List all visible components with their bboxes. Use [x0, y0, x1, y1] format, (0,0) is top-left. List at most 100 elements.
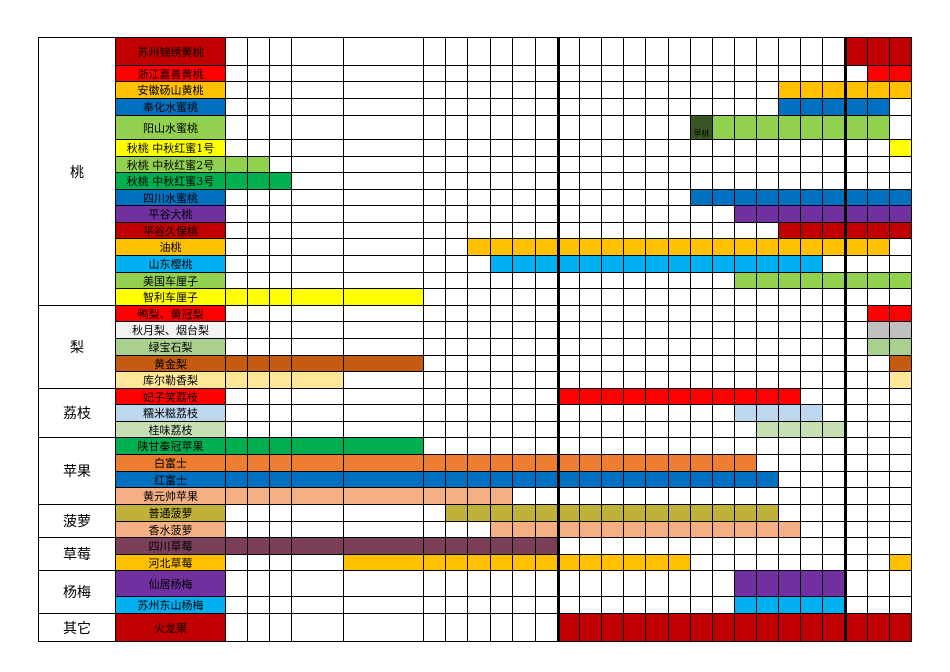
season-cell: [580, 522, 602, 538]
season-cell: [491, 422, 513, 438]
season-cell: [468, 472, 491, 488]
season-cell: [845, 38, 868, 66]
season-cell: [801, 82, 823, 99]
season-cell: [248, 356, 270, 372]
season-cell: [823, 99, 845, 116]
season-cell: [602, 140, 624, 157]
group-label: 其它: [38, 614, 116, 642]
season-cell: [344, 66, 424, 82]
season-cell: [669, 488, 691, 505]
fruit-name: 桂味荔枝: [116, 422, 226, 438]
season-cell: [735, 522, 757, 538]
season-cell: [580, 597, 602, 614]
season-cell: [270, 256, 292, 273]
fruit-name: 仙居杨梅: [116, 571, 226, 597]
season-cell: [344, 538, 424, 555]
season-cell: [424, 538, 446, 555]
season-cell: [292, 571, 344, 597]
season-cell: [580, 505, 602, 522]
fruit-name: 白富士: [116, 455, 226, 472]
season-cell: [513, 239, 536, 256]
season-cell: [226, 322, 248, 339]
season-cell: [845, 614, 868, 642]
season-cell: [669, 472, 691, 488]
season-cell: [890, 422, 912, 438]
season-cell: [890, 173, 912, 190]
season-cell: [823, 322, 845, 339]
season-cell: [248, 438, 270, 455]
season-cell: [691, 190, 713, 206]
season-cell: [424, 571, 446, 597]
season-cell: [735, 273, 757, 289]
group-label: 桃: [38, 38, 116, 306]
season-cell: [646, 614, 669, 642]
season-cell: [446, 206, 468, 223]
season-cell: [890, 389, 912, 405]
season-cell: [580, 438, 602, 455]
season-cell: [344, 614, 424, 642]
season-cell: [468, 223, 491, 239]
season-cell: [270, 38, 292, 66]
season-cell: [292, 223, 344, 239]
season-cell: [424, 223, 446, 239]
season-cell: [691, 99, 713, 116]
season-cell: [890, 322, 912, 339]
season-cell: [424, 306, 446, 322]
season-cell: [602, 190, 624, 206]
season-cell: [602, 422, 624, 438]
season-cell: [646, 116, 669, 140]
season-cell: [558, 306, 580, 322]
season-cell: [602, 306, 624, 322]
season-cell: [779, 38, 801, 66]
season-cell: [624, 38, 646, 66]
season-cell: [270, 239, 292, 256]
season-cell: [226, 239, 248, 256]
season-cell: [344, 488, 424, 505]
season-cell: [868, 522, 890, 538]
season-cell: [446, 99, 468, 116]
season-cell: [624, 66, 646, 82]
season-cell: [468, 157, 491, 173]
season-cell: [270, 389, 292, 405]
season-cell: [646, 488, 669, 505]
season-cell: [446, 389, 468, 405]
season-cell: [536, 522, 558, 538]
season-cell: [491, 356, 513, 372]
season-cell: [801, 455, 823, 472]
season-cell: [602, 571, 624, 597]
season-cell: [713, 372, 735, 389]
season-cell: [292, 614, 344, 642]
season-cell: [669, 522, 691, 538]
season-cell: [424, 389, 446, 405]
season-cell: [713, 173, 735, 190]
season-cell: [446, 116, 468, 140]
season-cell: [868, 422, 890, 438]
season-cell: [669, 99, 691, 116]
fruit-name: 山东樱桃: [116, 256, 226, 273]
season-cell: [691, 472, 713, 488]
season-cell: [270, 289, 292, 306]
season-cell: [735, 66, 757, 82]
season-cell: [779, 140, 801, 157]
season-cell: [468, 614, 491, 642]
season-cell: [602, 405, 624, 422]
season-cell: [779, 522, 801, 538]
season-cell: [558, 256, 580, 273]
season-cell: [580, 82, 602, 99]
season-cell: [801, 322, 823, 339]
season-cell: [446, 256, 468, 273]
season-cell: [735, 306, 757, 322]
season-cell: [446, 322, 468, 339]
season-cell: [691, 538, 713, 555]
season-cell: [735, 173, 757, 190]
season-cell: [779, 405, 801, 422]
season-cell: [757, 99, 779, 116]
season-cell: [845, 190, 868, 206]
season-cell: [468, 322, 491, 339]
season-cell: [468, 455, 491, 472]
season-cell: [558, 555, 580, 571]
season-cell: [868, 289, 890, 306]
season-cell: [669, 190, 691, 206]
season-cell: [513, 339, 536, 356]
season-cell: [536, 472, 558, 488]
